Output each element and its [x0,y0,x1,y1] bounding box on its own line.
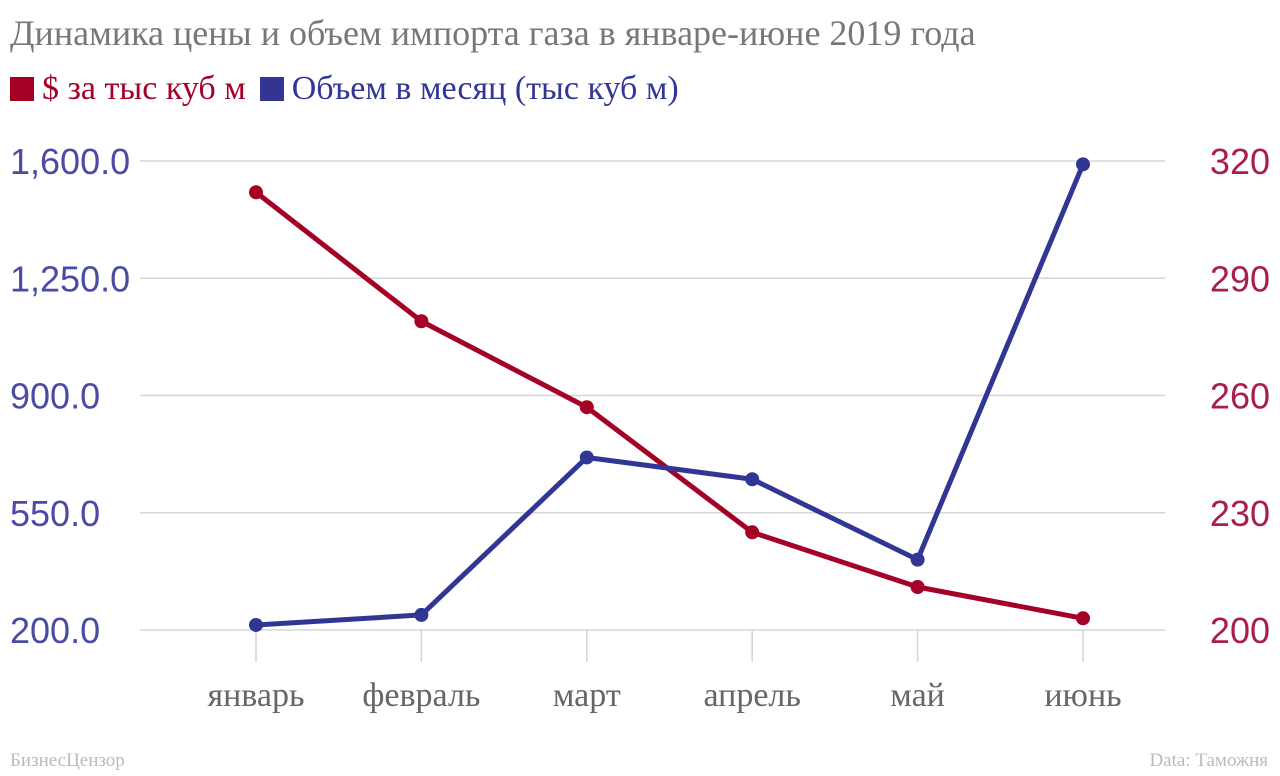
x-tick-label: март [553,677,621,714]
legend: $ за тыс куб м Объем в месяц (тыс куб м) [10,70,693,108]
y-left-tick-label: 550.0 [10,493,100,534]
data-point-price [249,185,263,200]
x-tick-label: февраль [362,677,480,714]
series-line-price [253,189,1086,621]
legend-swatch-volume [259,77,284,101]
data-point-price [910,580,925,595]
footer-brand: БизнесЦензор [10,750,125,771]
y-right-tick-label: 320 [1210,141,1270,182]
legend-label-volume: Объем в месяц (тыс куб м) [291,70,679,107]
data-point-volume [414,607,429,622]
legend-item-volume: Объем в месяц (тыс куб м) [259,70,679,108]
legend-label-price: $ за тыс куб м [42,70,246,107]
footer-data-source: Data: Таможня [1149,750,1268,771]
x-tick-label: январь [207,677,304,714]
y-right-tick-label: 260 [1210,376,1270,417]
y-left-tick-label: 1,250.0 [10,258,130,299]
chart-title: Динамика цены и объем импорта газа в янв… [10,13,976,53]
legend-item-price: $ за тыс куб м [10,70,246,108]
y-left-tick-label: 200.0 [10,610,100,651]
series-line-volume [253,161,1086,628]
x-tick-label: июнь [1044,677,1121,714]
data-point-volume [910,552,925,567]
data-point-price [745,525,760,540]
legend-swatch-price [10,77,34,101]
y-right-tick-label: 230 [1210,493,1270,534]
y-left-tick-label: 1,600.0 [10,141,130,182]
y-right-tick-label: 200 [1210,610,1270,651]
data-point-volume [249,617,263,632]
data-point-price [414,314,429,329]
data-point-price [1076,611,1090,626]
data-point-price [579,400,594,415]
data-point-volume [1076,157,1090,172]
y-right-tick-label: 290 [1210,258,1270,299]
y-left-tick-label: 900.0 [10,376,100,417]
data-point-volume [579,450,594,465]
x-tick-label: апрель [703,677,800,714]
x-tick-label: май [890,677,945,714]
data-point-volume [745,472,760,487]
